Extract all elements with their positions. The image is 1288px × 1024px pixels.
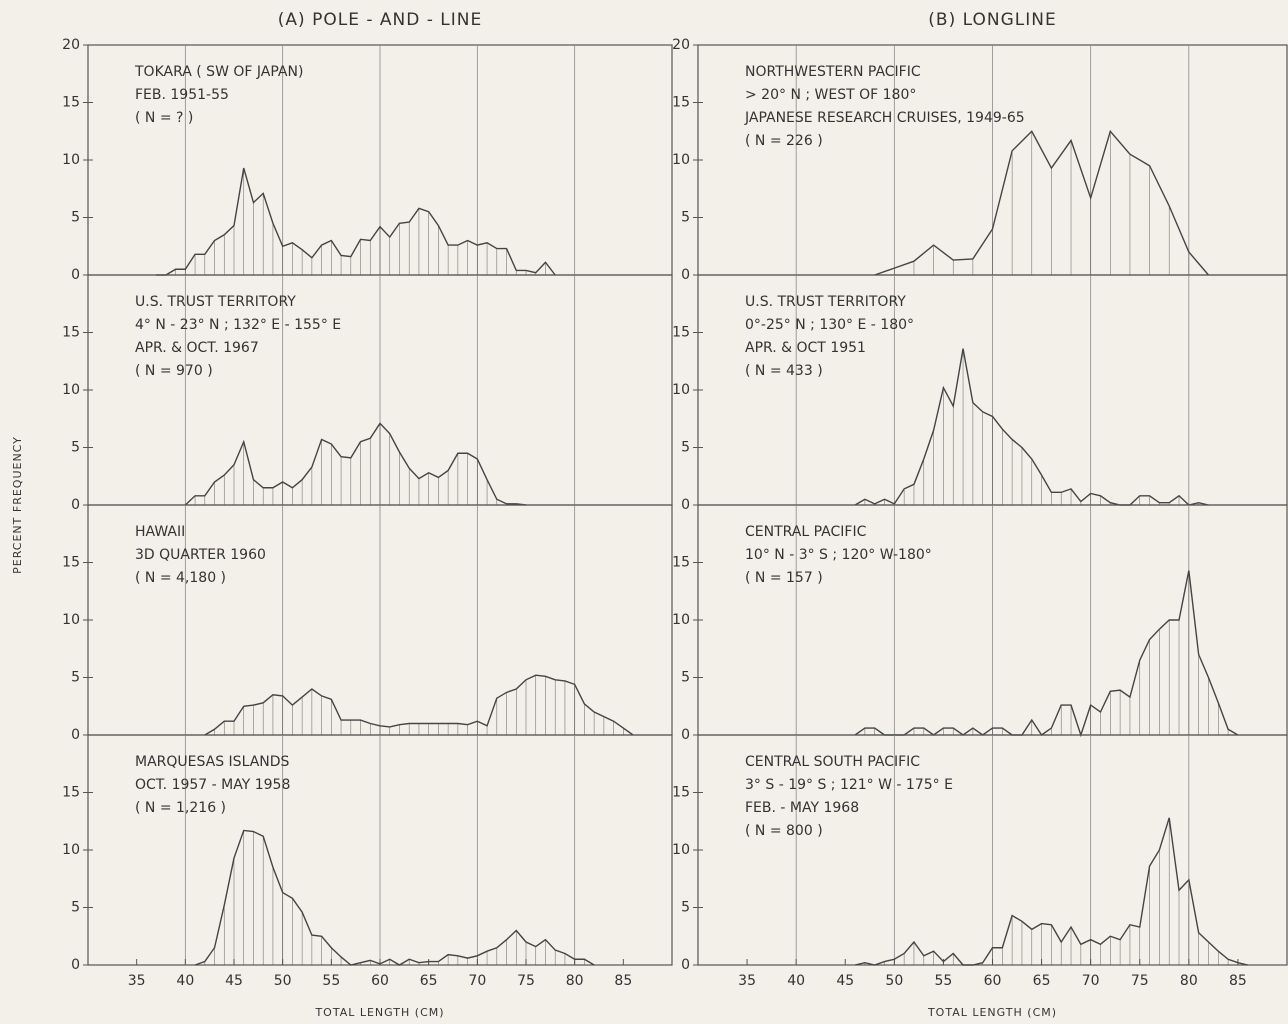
annotation: APR. & OCT 1951 — [745, 340, 866, 356]
x-tick-label: 55 — [935, 973, 953, 989]
y-tick-label: 0 — [71, 267, 80, 283]
x-tick-label: 50 — [274, 973, 292, 989]
x-tick-label: 60 — [984, 973, 1002, 989]
y-tick-label: 10 — [672, 382, 690, 398]
annotation: ( N = 800 ) — [745, 823, 823, 839]
frequency-line — [194, 829, 595, 966]
y-tick-label: 10 — [62, 382, 80, 398]
column-title: (A) POLE - AND - LINE — [278, 10, 482, 30]
y-tick-label: 20 — [62, 37, 80, 53]
x-axis-label: TOTAL LENGTH (CM) — [314, 1006, 444, 1019]
y-tick-label: 15 — [672, 555, 690, 571]
annotation: ( N = 1,216 ) — [135, 800, 226, 816]
column-title: (B) LONGLINE — [928, 10, 1056, 30]
x-tick-label: 70 — [1082, 973, 1100, 989]
y-tick-label: 0 — [681, 497, 690, 513]
y-tick-label: 15 — [672, 325, 690, 341]
y-tick-label: 10 — [672, 152, 690, 168]
y-tick-label: 5 — [71, 900, 80, 916]
annotation: U.S. TRUST TERRITORY — [745, 294, 906, 310]
annotation: APR. & OCT. 1967 — [135, 340, 259, 356]
y-tick-label: 10 — [62, 842, 80, 858]
annotation: 10° N - 3° S ; 120° W-180° — [745, 547, 932, 563]
x-tick-label: 80 — [566, 973, 584, 989]
y-tick-label: 5 — [681, 210, 690, 226]
annotation: JAPANESE RESEARCH CRUISES, 1949-65 — [744, 110, 1025, 126]
x-tick-label: 40 — [176, 973, 194, 989]
y-tick-label: 10 — [672, 842, 690, 858]
y-tick-label: 5 — [71, 670, 80, 686]
y-tick-label: 5 — [71, 210, 80, 226]
y-tick-label: 5 — [681, 900, 690, 916]
x-tick-label: 65 — [420, 973, 438, 989]
x-tick-label: 65 — [1033, 973, 1051, 989]
y-tick-label: 10 — [62, 612, 80, 628]
y-tick-label: 5 — [681, 440, 690, 456]
annotation: MARQUESAS ISLANDS — [135, 754, 290, 770]
x-tick-label: 40 — [787, 973, 805, 989]
x-tick-label: 85 — [1229, 973, 1247, 989]
y-tick-label: 0 — [681, 727, 690, 743]
x-axis-label: TOTAL LENGTH (CM) — [927, 1006, 1057, 1019]
x-tick-label: 70 — [468, 973, 486, 989]
frequency-line — [874, 129, 1209, 276]
annotation: 3D QUARTER 1960 — [135, 547, 266, 563]
y-tick-label: 0 — [71, 957, 80, 973]
frequency-line — [854, 348, 1209, 506]
annotation: HAWAII — [135, 524, 185, 540]
annotation: ( N = ? ) — [135, 110, 193, 126]
y-tick-label: 5 — [71, 440, 80, 456]
frequency-line — [204, 674, 634, 736]
annotation: ( N = 4,180 ) — [135, 570, 226, 586]
annotation: U.S. TRUST TERRITORY — [135, 294, 296, 310]
y-tick-label: 10 — [672, 612, 690, 628]
annotation: NORTHWESTERN PACIFIC — [745, 64, 921, 80]
annotation: TOKARA ( SW OF JAPAN) — [134, 64, 303, 80]
x-tick-label: 35 — [128, 973, 146, 989]
x-tick-label: 45 — [225, 973, 243, 989]
y-tick-label: 0 — [681, 957, 690, 973]
frequency-line — [854, 817, 1248, 966]
x-tick-label: 80 — [1180, 973, 1198, 989]
y-tick-label: 15 — [62, 785, 80, 801]
annotation: 3° S - 19° S ; 121° W - 175° E — [745, 777, 953, 793]
x-tick-label: 60 — [371, 973, 389, 989]
x-tick-label: 45 — [836, 973, 854, 989]
annotation: CENTRAL SOUTH PACIFIC — [745, 754, 920, 770]
x-tick-label: 85 — [614, 973, 632, 989]
annotation: 0°-25° N ; 130° E - 180° — [745, 317, 914, 333]
annotation: > 20° N ; WEST OF 180° — [745, 87, 916, 103]
y-tick-label: 5 — [681, 670, 690, 686]
y-tick-label: 15 — [672, 95, 690, 111]
frequency-line — [854, 570, 1239, 738]
y-tick-label: 15 — [672, 785, 690, 801]
annotation: ( N = 157 ) — [745, 570, 823, 586]
x-tick-label: 50 — [885, 973, 903, 989]
annotation: ( N = 226 ) — [745, 133, 823, 149]
frequency-line — [156, 167, 556, 276]
y-tick-label: 15 — [62, 325, 80, 341]
y-tick-label: 15 — [62, 95, 80, 111]
y-tick-label: 10 — [62, 152, 80, 168]
annotation: ( N = 433 ) — [745, 363, 823, 379]
annotation: 4° N - 23° N ; 132° E - 155° E — [135, 317, 341, 333]
y-tick-label: 0 — [71, 727, 80, 743]
x-tick-label: 35 — [738, 973, 756, 989]
y-tick-label: 15 — [62, 555, 80, 571]
annotation: OCT. 1957 - MAY 1958 — [135, 777, 290, 793]
annotation: ( N = 970 ) — [135, 363, 213, 379]
x-tick-label: 75 — [517, 973, 535, 989]
x-tick-label: 75 — [1131, 973, 1149, 989]
y-axis-label: PERCENT FREQUENCY — [11, 436, 24, 574]
x-tick-label: 55 — [322, 973, 340, 989]
annotation: FEB. - MAY 1968 — [745, 800, 859, 816]
y-tick-label: 20 — [672, 37, 690, 53]
annotation: CENTRAL PACIFIC — [745, 524, 867, 540]
y-tick-label: 0 — [71, 497, 80, 513]
frequency-line — [184, 422, 527, 506]
y-tick-label: 0 — [681, 267, 690, 283]
annotation: FEB. 1951-55 — [135, 87, 229, 103]
